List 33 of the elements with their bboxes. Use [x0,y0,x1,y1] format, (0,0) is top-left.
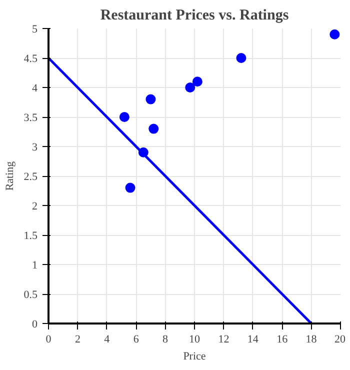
x-tick-label: 18 [306,334,318,346]
x-tick-label: 12 [218,334,230,346]
y-tick-label: 4.5 [24,53,38,65]
y-tick-label: 1 [32,260,38,272]
y-tick-label: 4 [32,82,38,94]
y-axis-title: Rating [4,160,16,191]
y-tick-label: 2.5 [24,171,38,183]
y-tick-label: 5 [32,24,38,36]
y-tick-label: 3 [32,142,38,154]
x-tick-label: 16 [276,334,288,346]
point [192,76,202,87]
y-tick-label: 0 [32,318,38,330]
x-axis-title: Price [183,350,206,362]
point [119,112,130,122]
point [125,182,136,193]
x-tick-label: 10 [189,334,200,346]
x-tick-label: 6 [133,334,140,346]
point [146,94,156,104]
y-tick-label: 0.5 [24,289,38,301]
point [185,82,196,92]
x-tick-label: 2 [74,334,80,346]
point [330,29,340,40]
x-tick-label: 0 [46,334,52,346]
y-tick-label: 3.5 [24,112,38,124]
y-tick-label: 2 [32,200,38,212]
point [236,53,246,63]
point [148,124,159,134]
x-tick-label: 20 [334,334,346,346]
chart-title: Restaurant Prices vs. Ratings [100,8,289,24]
x-tick-label: 14 [247,334,259,346]
x-tick-label: 8 [162,334,169,346]
x-tick-label: 4 [104,334,110,346]
y-tick-label: 1.5 [24,230,38,242]
